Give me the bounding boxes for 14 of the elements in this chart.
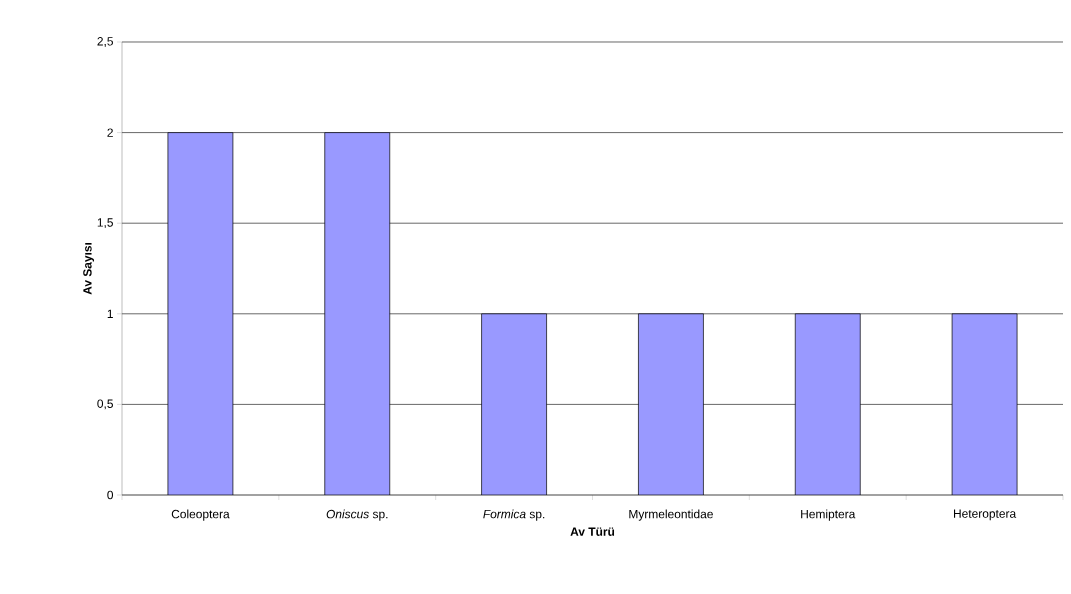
y-axis-title: Av Sayısı xyxy=(83,242,95,295)
x-tick-label: Myrmeleontidae xyxy=(629,509,713,521)
y-tick-label: 1 xyxy=(107,309,113,318)
x-tick-label: Oniscus sp. xyxy=(326,509,388,521)
y-tick-label: 2,5 xyxy=(97,37,113,47)
x-axis-title: Av Türü xyxy=(570,527,615,536)
x-tick-label: Hemiptera xyxy=(801,509,856,521)
y-tick-label: 0,5 xyxy=(97,399,113,410)
y-tick-label: 1,5 xyxy=(97,218,113,229)
x-tick-label: Coleoptera xyxy=(171,509,230,521)
x-tick-label: Heteroptera xyxy=(954,509,1017,521)
y-tick-label: 0 xyxy=(107,490,114,500)
y-tick-label: 2 xyxy=(107,128,113,137)
x-tick-label: Formica sp. xyxy=(483,509,545,521)
